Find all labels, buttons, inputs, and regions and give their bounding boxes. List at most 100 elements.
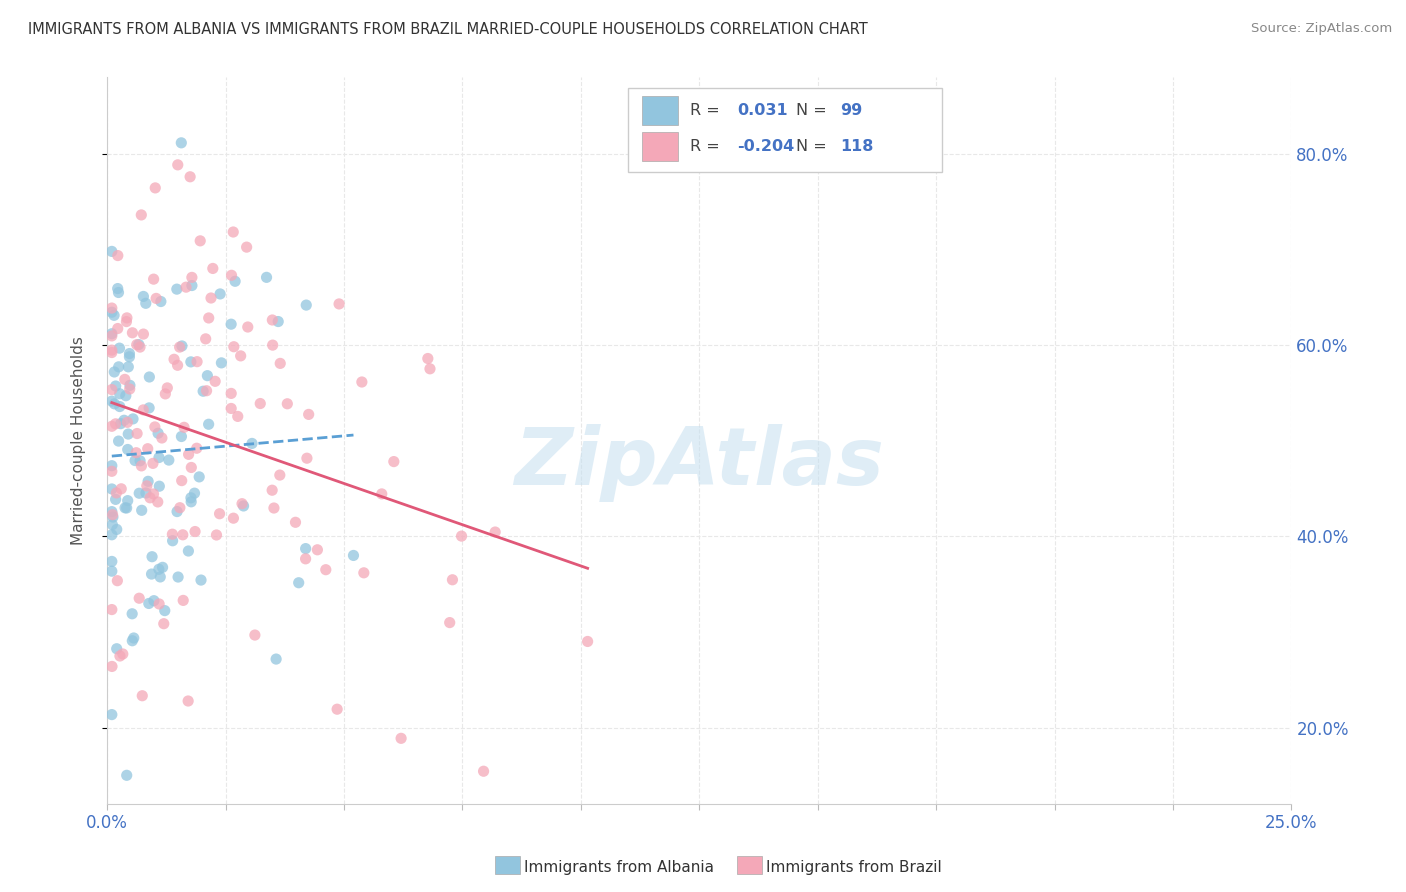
Point — [110, 417, 132, 431]
Point — [105, 523, 128, 537]
Point — [180, 491, 202, 505]
Point — [129, 454, 152, 468]
Point — [371, 487, 394, 501]
Point — [122, 412, 145, 426]
Point — [450, 529, 472, 543]
Point — [117, 427, 139, 442]
Point — [209, 287, 232, 301]
Text: Immigrants from Brazil: Immigrants from Brazil — [766, 860, 942, 874]
Point — [173, 420, 195, 434]
Point — [205, 528, 228, 542]
Point — [132, 289, 155, 303]
Point — [131, 458, 153, 473]
Point — [143, 181, 166, 195]
Point — [121, 607, 143, 621]
Point — [128, 337, 150, 351]
Point — [190, 573, 212, 587]
Point — [131, 503, 153, 517]
Point — [180, 495, 202, 509]
Point — [169, 340, 191, 354]
Point — [208, 507, 231, 521]
Point — [186, 442, 208, 456]
Point — [101, 602, 124, 616]
Point — [149, 294, 172, 309]
Point — [112, 413, 135, 427]
Point — [153, 604, 176, 618]
Point — [353, 566, 375, 580]
Point — [201, 261, 224, 276]
Point — [101, 528, 124, 542]
Point — [101, 564, 124, 578]
Point — [188, 470, 211, 484]
Point — [142, 272, 165, 286]
Point — [108, 400, 131, 414]
Point — [294, 541, 316, 556]
Point — [162, 533, 184, 548]
Point — [101, 244, 124, 259]
Point — [117, 359, 139, 374]
Point — [145, 292, 167, 306]
Point — [170, 429, 193, 443]
Point — [166, 358, 188, 372]
Point — [148, 562, 170, 576]
Point — [115, 315, 138, 329]
Point — [117, 493, 139, 508]
Point — [152, 560, 174, 574]
Point — [107, 359, 129, 374]
Point — [117, 442, 139, 457]
Point — [114, 500, 136, 515]
Point — [125, 337, 148, 351]
Point — [232, 499, 254, 513]
Point — [122, 631, 145, 645]
Point — [229, 349, 252, 363]
Point — [101, 505, 124, 519]
Point — [104, 492, 127, 507]
Point — [157, 453, 180, 467]
Point — [269, 356, 291, 370]
Point — [294, 551, 316, 566]
Point — [170, 136, 193, 150]
Point — [243, 628, 266, 642]
Point — [170, 474, 193, 488]
Point — [101, 419, 124, 434]
Point — [222, 340, 245, 354]
Point — [419, 361, 441, 376]
Point — [298, 408, 321, 422]
Point — [263, 501, 285, 516]
Point — [439, 615, 461, 630]
Point — [136, 475, 159, 489]
Point — [179, 169, 201, 184]
Point — [342, 549, 364, 563]
Point — [128, 591, 150, 606]
Point — [135, 486, 157, 500]
Point — [127, 426, 149, 441]
Point — [264, 652, 287, 666]
Point — [186, 354, 208, 368]
Point — [105, 486, 128, 500]
Point — [240, 436, 263, 450]
Point — [472, 764, 495, 779]
Point — [195, 384, 218, 398]
Point — [174, 280, 197, 294]
Point — [108, 341, 131, 355]
Point — [121, 633, 143, 648]
Point — [209, 356, 232, 370]
Point — [295, 298, 318, 312]
Text: Source: ZipAtlas.com: Source: ZipAtlas.com — [1251, 22, 1392, 36]
Point — [307, 542, 329, 557]
Point — [101, 343, 124, 358]
Point — [184, 524, 207, 539]
Point — [155, 387, 177, 401]
Point — [269, 468, 291, 483]
Point — [135, 296, 157, 310]
Point — [101, 482, 124, 496]
Point — [236, 320, 259, 334]
Text: 118: 118 — [841, 139, 873, 154]
Point — [180, 355, 202, 369]
Point — [256, 270, 278, 285]
Point — [226, 409, 249, 424]
Point — [101, 517, 124, 532]
Point — [101, 345, 124, 359]
Point — [167, 570, 190, 584]
Point — [166, 158, 188, 172]
